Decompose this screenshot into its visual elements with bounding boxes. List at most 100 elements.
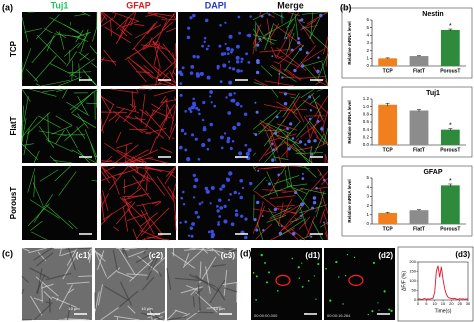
fiber xyxy=(324,231,329,241)
fiber xyxy=(293,187,308,195)
cell xyxy=(244,143,248,147)
fiber xyxy=(289,23,296,36)
fiber xyxy=(54,165,71,182)
cell xyxy=(301,202,305,206)
cell xyxy=(179,82,183,85)
cell xyxy=(265,281,269,284)
cell xyxy=(235,60,240,64)
fiber xyxy=(127,117,146,121)
cell xyxy=(192,13,196,18)
cell xyxy=(289,122,293,126)
fiber xyxy=(319,209,325,224)
fiber xyxy=(136,89,139,93)
bar xyxy=(440,29,460,66)
chart-title: Tuj1 xyxy=(426,90,440,97)
fiber xyxy=(109,165,129,191)
fiber xyxy=(283,12,294,40)
fiber xyxy=(113,315,140,321)
fiber xyxy=(144,167,174,174)
cell xyxy=(222,63,227,68)
fiber xyxy=(286,183,308,187)
fiber xyxy=(142,22,173,48)
fiber xyxy=(160,95,167,104)
fiber xyxy=(160,147,173,154)
fiber xyxy=(102,201,133,221)
cell xyxy=(317,56,320,59)
fiber xyxy=(141,276,155,291)
cell xyxy=(310,153,314,156)
fiber xyxy=(100,159,112,164)
cell xyxy=(271,55,274,58)
cell xyxy=(268,13,271,16)
fiber xyxy=(34,55,57,82)
fiber xyxy=(36,252,54,267)
fiber xyxy=(100,15,106,24)
cell xyxy=(249,181,253,186)
fiber xyxy=(110,19,113,36)
fiber xyxy=(100,11,108,21)
fiber xyxy=(97,250,105,271)
fiber xyxy=(257,166,284,170)
cell xyxy=(205,47,209,51)
fiber xyxy=(21,48,32,73)
cell xyxy=(252,272,255,274)
cell xyxy=(228,60,231,63)
fiber xyxy=(264,80,295,87)
cell xyxy=(298,140,303,144)
fiber xyxy=(263,19,293,36)
fiber xyxy=(92,26,98,42)
fiber xyxy=(146,21,158,35)
fiber xyxy=(309,14,322,40)
fiber xyxy=(70,89,98,111)
fiber xyxy=(312,220,324,241)
cell xyxy=(297,41,301,45)
fiber xyxy=(269,214,281,220)
fiber xyxy=(21,275,29,283)
fiber xyxy=(33,175,36,198)
fiber xyxy=(174,215,177,231)
timestamp: 00:00:16.264 xyxy=(327,313,351,318)
fiber xyxy=(194,274,219,293)
fiber xyxy=(119,28,128,37)
fiber xyxy=(100,118,104,134)
fiber xyxy=(312,97,323,119)
fiber xyxy=(112,176,120,195)
y-tick-label: 0 xyxy=(366,63,369,68)
roi xyxy=(348,274,364,286)
fiber xyxy=(171,252,196,269)
y-tick-label: 5 xyxy=(366,175,369,180)
fiber xyxy=(164,166,177,185)
fiber xyxy=(64,123,85,141)
fiber xyxy=(310,11,314,39)
cell xyxy=(301,177,305,180)
fiber xyxy=(100,95,112,114)
cell xyxy=(193,184,197,189)
fiber xyxy=(258,110,282,135)
cell xyxy=(226,52,230,56)
fiber xyxy=(123,105,137,123)
y-tick-label: 1.2 xyxy=(363,96,370,101)
cell xyxy=(192,196,196,199)
y-tick-label: 0 xyxy=(366,221,369,226)
fiber xyxy=(100,103,115,132)
fiber xyxy=(142,41,159,50)
cell xyxy=(237,192,241,195)
fiber xyxy=(144,169,165,196)
fiber xyxy=(161,161,169,164)
cell xyxy=(186,35,191,40)
x-tick-label: 30 xyxy=(466,301,471,306)
fiber xyxy=(166,309,178,321)
fiber xyxy=(77,31,91,38)
cell xyxy=(204,186,209,191)
fiber xyxy=(55,129,65,145)
cell xyxy=(320,127,324,131)
chart-title: Nestin xyxy=(422,11,443,18)
fiber xyxy=(316,101,329,114)
image-label: (d3) xyxy=(455,250,470,259)
fiber xyxy=(322,127,329,145)
x-tick-label: FlatT xyxy=(413,68,425,74)
fiber xyxy=(58,76,82,87)
y-tick-label: 1 xyxy=(366,56,369,61)
fiber xyxy=(183,253,190,266)
image-background xyxy=(251,248,322,320)
